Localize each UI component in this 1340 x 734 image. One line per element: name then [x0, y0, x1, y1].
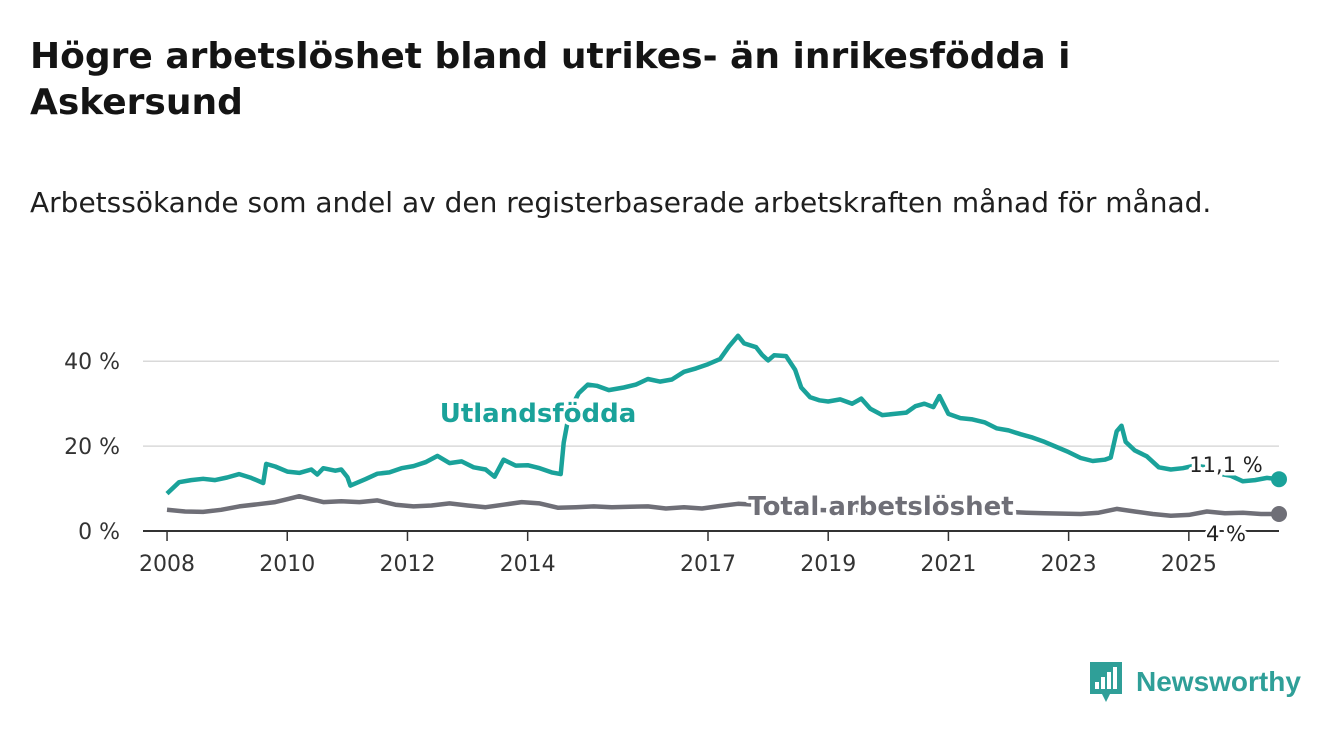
y-tick-label: 20 % [64, 435, 120, 460]
series-line-total [166, 493, 1279, 518]
axis-layer: 0 % 20 % 40 % 2008 2010 2012 2014 2017 2019 2021 2… [64, 350, 1279, 577]
x-tick-label: 2019 [800, 552, 856, 577]
y-tick-label: 40 % [64, 350, 120, 375]
end-label-total: 4 % [1206, 522, 1246, 546]
x-tick-label: 2008 [139, 552, 195, 577]
newsworthy-logo-icon [1090, 662, 1122, 702]
series-line-utlandsfodda [165, 333, 1280, 496]
brand-name: Newsworthy [1136, 666, 1301, 697]
series-layer [165, 333, 1287, 523]
brand-logo[interactable]: Newsworthy [1088, 660, 1301, 704]
end-label-utlandsfodda: 11,1 % [1189, 453, 1262, 477]
series-label-total: Total arbetslöshet [748, 492, 1013, 522]
y-tick-label: 0 % [78, 520, 120, 545]
x-tick-label: 2021 [920, 552, 976, 577]
x-tick-label: 2010 [259, 552, 315, 577]
x-tick-label: 2025 [1161, 552, 1217, 577]
end-marker-utlandsfodda [1271, 471, 1287, 488]
label-layer: Utlandsfödda Total arbetslöshet 11,1 % 4 % [436, 396, 1266, 550]
x-tick-label: 2017 [680, 552, 736, 577]
end-marker-total [1271, 506, 1287, 523]
x-tick-label: 2023 [1041, 552, 1097, 577]
chart-subtitle: Arbetssökande som andel av den registerb… [30, 186, 1212, 219]
grid-layer [143, 360, 1279, 447]
series-label-utlandsfodda: Utlandsfödda [440, 399, 637, 429]
x-tick-label: 2012 [379, 552, 435, 577]
x-tick-label: 2014 [500, 552, 556, 577]
chart-title: Högre arbetslöshet bland utrikes- än inr… [30, 36, 1071, 123]
